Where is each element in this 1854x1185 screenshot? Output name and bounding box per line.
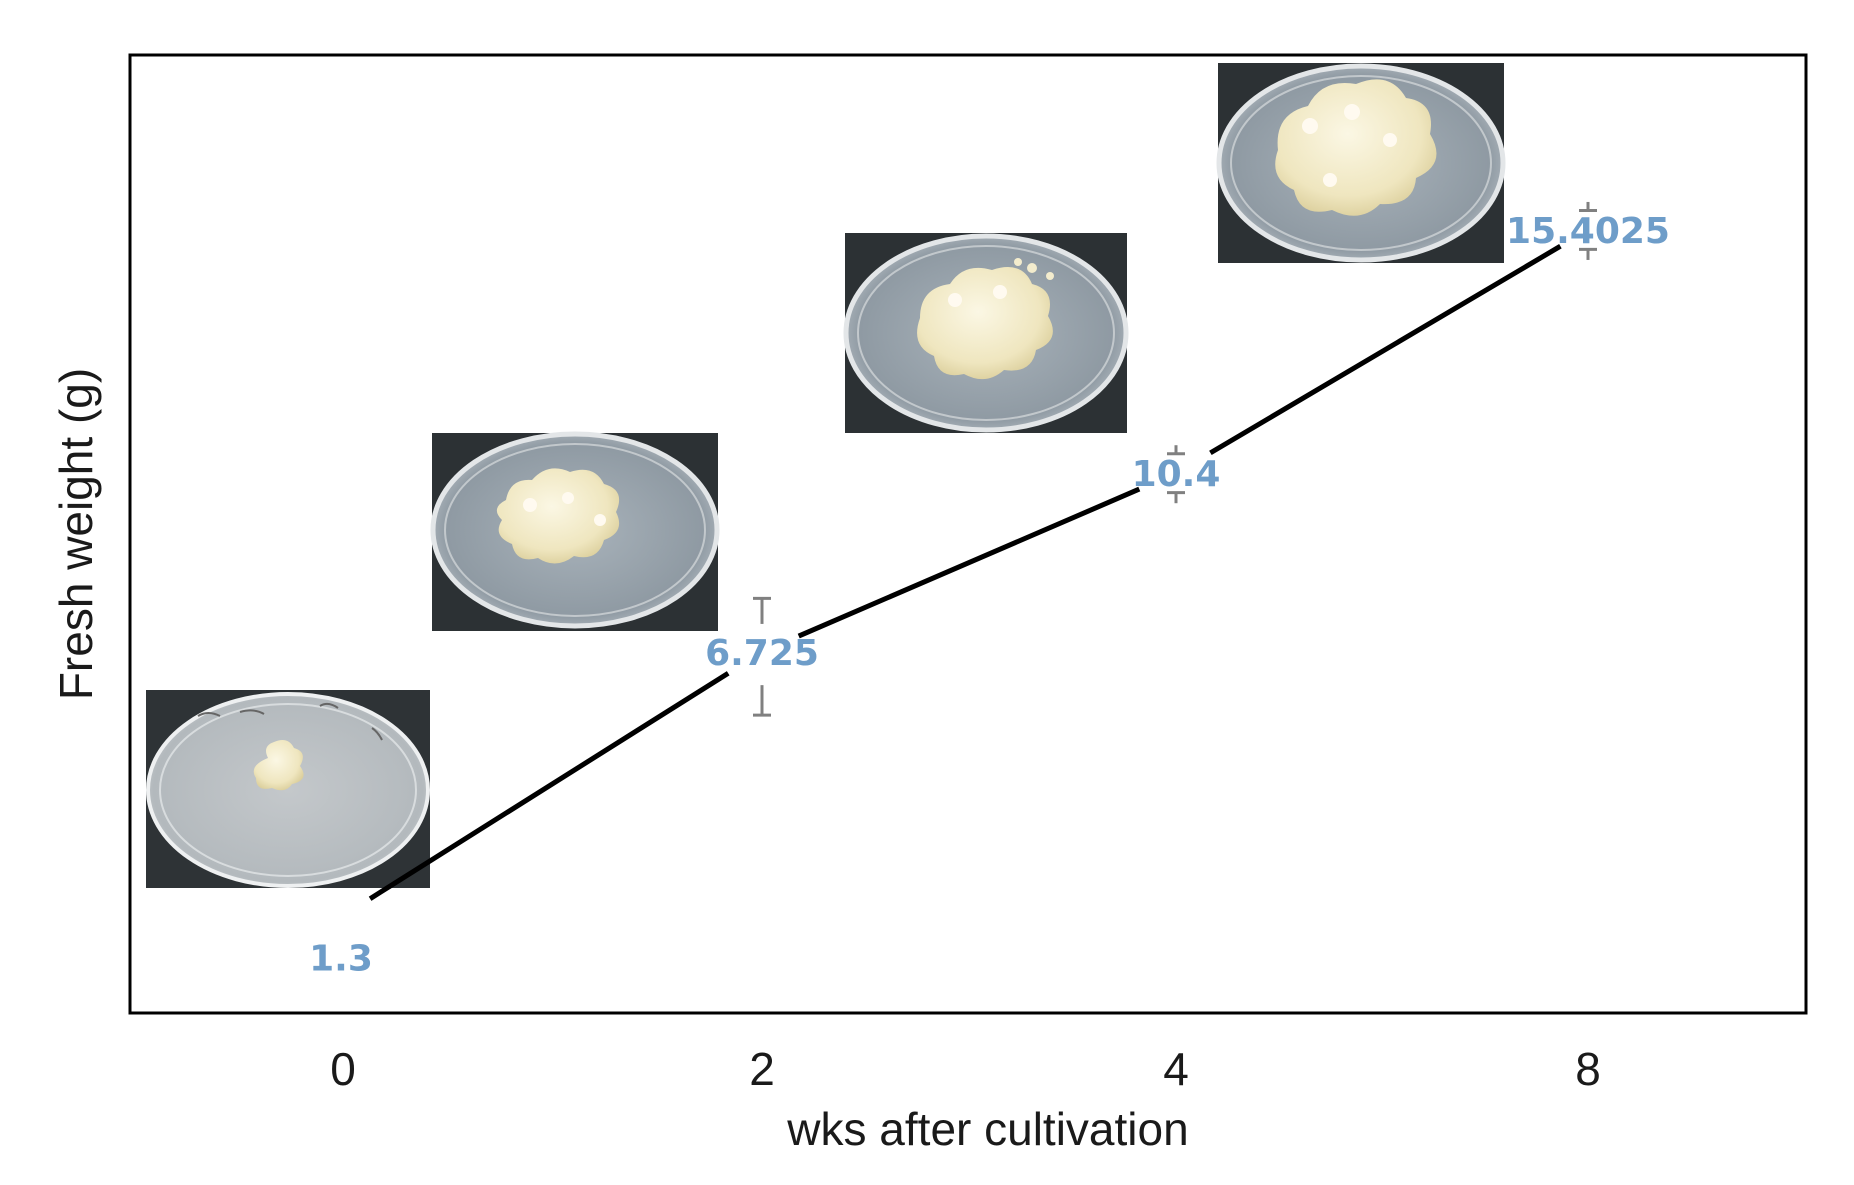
- error-bar: [1167, 445, 1185, 504]
- data-label: 1.3: [309, 939, 373, 980]
- x-tick-label: 4: [1163, 1043, 1189, 1095]
- x-tick-labels: 0 2 4 8: [330, 1043, 1601, 1095]
- y-axis-title: Fresh weight (g): [50, 368, 102, 700]
- x-tick-label: 2: [749, 1043, 775, 1095]
- inset-photo-week-0: [146, 690, 430, 888]
- data-label: 15.4025: [1506, 211, 1670, 252]
- inset-photo-week-4: [843, 233, 1129, 433]
- x-tick-label: 8: [1575, 1043, 1601, 1095]
- error-bars: [753, 201, 1597, 717]
- plot-frame: [128, 53, 1808, 1015]
- inset-photo-week-2: [430, 431, 720, 631]
- inset-photo-week-8: [1216, 63, 1506, 263]
- error-bar: [753, 596, 771, 717]
- data-label: 6.725: [705, 633, 819, 674]
- x-axis-title: wks after cultivation: [786, 1103, 1188, 1155]
- data-label: 10.4: [1132, 454, 1221, 495]
- series-line: [368, 244, 1562, 901]
- series-line-group: [368, 244, 1562, 901]
- error-bar: [1579, 201, 1597, 260]
- data-labels: 1.3 6.725 10.4 15.4025: [309, 211, 1670, 980]
- x-tick-label: 0: [330, 1043, 356, 1095]
